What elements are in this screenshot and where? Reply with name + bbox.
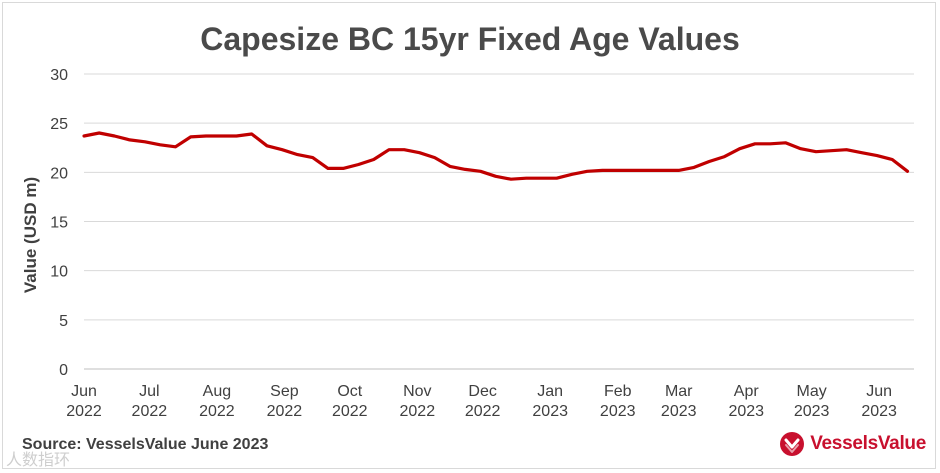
x-tick-label: Jan 2023 <box>532 383 568 420</box>
watermark: 人数指环 <box>6 452 71 469</box>
x-tick-year: 2022 <box>199 403 235 420</box>
x-tick-month: May <box>796 383 826 400</box>
x-tick-month: Oct <box>337 383 362 400</box>
x-tick-year: 2023 <box>661 403 697 420</box>
x-tick-month: Jul <box>139 383 159 400</box>
x-tick-year: 2022 <box>332 403 368 420</box>
x-tick-label: Nov 2022 <box>400 383 436 420</box>
x-tick-year: 2022 <box>66 403 102 420</box>
x-tick-month: Jun <box>866 383 892 400</box>
x-tick-year: 2022 <box>267 403 303 420</box>
x-tick-year: 2023 <box>861 403 897 420</box>
x-tick-label: Feb 2023 <box>600 383 636 420</box>
y-tick-label: 25 <box>50 116 68 133</box>
x-tick-label: Sep 2022 <box>267 383 303 420</box>
y-tick-label: 20 <box>50 165 68 182</box>
x-tick-month: Nov <box>403 383 431 400</box>
gridlines <box>84 73 914 370</box>
series-line-group <box>82 131 910 181</box>
x-tick-year: 2022 <box>465 403 501 420</box>
x-tick-label: Jul 2022 <box>132 383 168 420</box>
x-tick-month: Mar <box>665 383 693 400</box>
x-tick-month: Feb <box>604 383 632 400</box>
source-note: Source: VesselsValue June 2023 <box>22 436 269 453</box>
x-tick-year: 2022 <box>132 403 168 420</box>
x-tick-label: Aug 2022 <box>199 383 235 420</box>
x-tick-label: Mar 2023 <box>661 383 697 420</box>
series-line-0 <box>82 131 910 181</box>
x-tick-year: 2022 <box>400 403 436 420</box>
y-axis-label: Value (USD m) <box>21 177 40 293</box>
x-tick-month: Jan <box>537 383 563 400</box>
x-tick-year: 2023 <box>794 403 830 420</box>
y-tick-label: 5 <box>59 313 68 330</box>
y-tick-label: 30 <box>50 67 68 84</box>
x-tick-month: Aug <box>203 383 231 400</box>
x-tick-year: 2023 <box>728 403 764 420</box>
x-tick-label: Jun 2023 <box>861 383 897 420</box>
y-tick-label: 0 <box>59 362 68 379</box>
chart-title: Capesize BC 15yr Fixed Age Values <box>200 21 740 57</box>
x-tick-label: Dec 2022 <box>465 383 501 420</box>
x-tick-labels: Jun 2022 Jul 2022 Aug 2022 Sep 2022 Oct 2022 Nov 20… <box>66 383 897 420</box>
x-tick-label: Apr 2023 <box>728 383 764 420</box>
x-tick-label: Jun 2022 <box>66 383 102 420</box>
x-tick-month: Dec <box>468 383 496 400</box>
y-tick-labels: 0 5 10 15 20 25 30 <box>50 67 68 379</box>
vesselsvalue-chevron-icon <box>780 432 805 456</box>
y-tick-label: 10 <box>50 264 68 281</box>
x-tick-label: Oct 2022 <box>332 383 368 420</box>
logo-text: VesselsValue <box>810 433 926 454</box>
y-tick-label: 15 <box>50 215 68 232</box>
x-tick-year: 2023 <box>600 403 636 420</box>
vesselsvalue-logo: VesselsValue <box>780 432 926 456</box>
x-tick-month: Jun <box>71 383 97 400</box>
x-tick-label: May 2023 <box>794 383 830 420</box>
x-tick-month: Apr <box>734 383 760 400</box>
x-tick-year: 2023 <box>532 403 568 420</box>
x-tick-month: Sep <box>270 383 299 400</box>
